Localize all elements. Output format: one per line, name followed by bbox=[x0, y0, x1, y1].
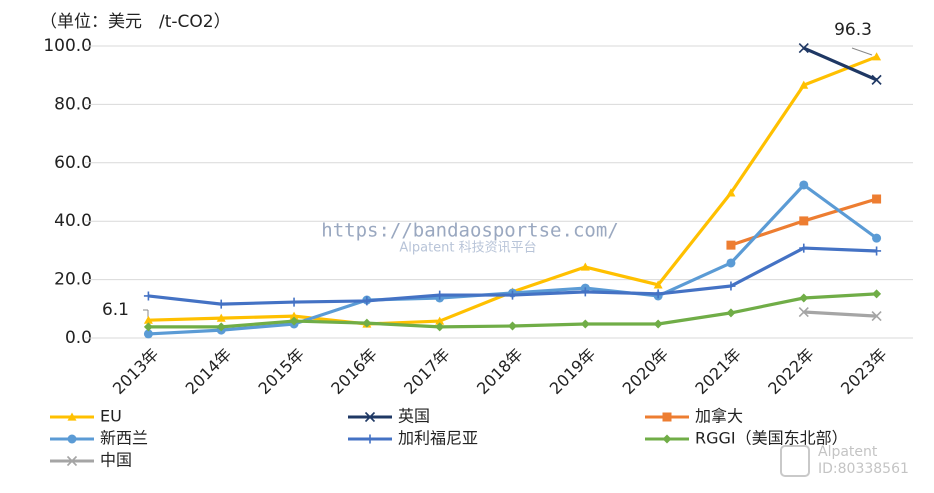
legend-marker bbox=[364, 411, 376, 423]
point bbox=[799, 243, 809, 253]
x-tick-label: 2016年 bbox=[327, 345, 381, 399]
point bbox=[653, 280, 663, 289]
x-tick-label: 2014年 bbox=[182, 345, 236, 399]
x-tick-label: 2022年 bbox=[764, 345, 818, 399]
point bbox=[872, 194, 882, 204]
x-tick-label: 2020年 bbox=[619, 345, 673, 399]
point bbox=[216, 299, 226, 309]
point bbox=[872, 246, 882, 256]
x-tick-label: 2021年 bbox=[691, 345, 745, 399]
watermark: ID:80338561 bbox=[818, 461, 909, 477]
legend-marker bbox=[662, 412, 672, 422]
annotation-leader bbox=[851, 47, 873, 56]
point bbox=[726, 188, 736, 197]
y-tick-label: 40.0 bbox=[54, 211, 92, 231]
data-label: 6.1 bbox=[102, 300, 129, 320]
legend-marker bbox=[67, 412, 77, 421]
y-tick-label: 0.0 bbox=[65, 328, 92, 348]
watermark: Alpatent bbox=[818, 444, 878, 460]
point bbox=[580, 319, 590, 329]
point bbox=[798, 306, 809, 318]
point bbox=[653, 319, 663, 329]
point bbox=[435, 316, 445, 325]
point bbox=[726, 281, 736, 291]
y-tick-label: 80.0 bbox=[54, 94, 92, 114]
point bbox=[799, 180, 809, 190]
point bbox=[508, 321, 517, 331]
legend-label: 新西兰 bbox=[100, 429, 148, 448]
point bbox=[362, 296, 372, 306]
y-tick-label: 100.0 bbox=[43, 36, 92, 56]
point bbox=[726, 308, 736, 318]
point bbox=[653, 289, 663, 299]
point bbox=[435, 290, 445, 300]
point bbox=[799, 293, 809, 303]
series-line bbox=[148, 183, 878, 336]
point bbox=[143, 315, 153, 324]
watermark: Alpatent 科技资讯平台 bbox=[399, 241, 536, 256]
x-tick-label: 2017年 bbox=[400, 345, 454, 399]
point bbox=[872, 289, 882, 299]
point bbox=[289, 297, 299, 307]
point bbox=[508, 290, 517, 300]
point bbox=[871, 311, 882, 322]
legend-marker bbox=[365, 434, 375, 444]
legend-marker bbox=[66, 455, 78, 467]
point bbox=[289, 316, 299, 326]
point bbox=[872, 233, 882, 243]
y-tick-label: 20.0 bbox=[54, 270, 92, 290]
point bbox=[726, 240, 736, 250]
series-line bbox=[148, 55, 878, 326]
point bbox=[143, 322, 153, 332]
point bbox=[580, 287, 590, 297]
legend-label: 加利福尼亚 bbox=[398, 429, 478, 448]
point bbox=[799, 80, 809, 89]
legend-label: 中国 bbox=[100, 451, 132, 470]
point bbox=[799, 216, 809, 226]
legend-marker bbox=[662, 434, 672, 444]
point bbox=[289, 311, 299, 320]
x-tick-label: 2023年 bbox=[837, 345, 891, 399]
legend-label: EU bbox=[100, 407, 122, 426]
point bbox=[798, 42, 809, 54]
unit-label: （单位：美元 /t-CO2） bbox=[40, 12, 231, 32]
point bbox=[216, 322, 226, 332]
y-tick-label: 60.0 bbox=[54, 153, 92, 173]
legend-label: 加拿大 bbox=[695, 407, 743, 426]
legend-marker bbox=[67, 434, 77, 444]
x-tick-label: 2013年 bbox=[109, 345, 163, 399]
series-line bbox=[803, 46, 878, 82]
point bbox=[580, 262, 590, 271]
point bbox=[143, 329, 153, 339]
legend-label: 英国 bbox=[398, 407, 430, 426]
series-line bbox=[803, 310, 877, 318]
x-tick-label: 2019年 bbox=[546, 345, 600, 399]
point bbox=[216, 313, 226, 322]
watermark: https://bandaosportse.com/ bbox=[321, 220, 618, 242]
data-label: 96.3 bbox=[834, 20, 872, 40]
point bbox=[871, 74, 882, 85]
point bbox=[435, 322, 445, 332]
x-tick-label: 2018年 bbox=[473, 345, 527, 399]
point bbox=[362, 318, 372, 328]
point bbox=[726, 258, 736, 268]
point bbox=[143, 291, 153, 301]
legend-label: RGGI（美国东北部） bbox=[695, 429, 848, 448]
watermark-logo bbox=[780, 445, 810, 477]
x-tick-label: 2015年 bbox=[255, 345, 309, 399]
point bbox=[872, 52, 882, 61]
